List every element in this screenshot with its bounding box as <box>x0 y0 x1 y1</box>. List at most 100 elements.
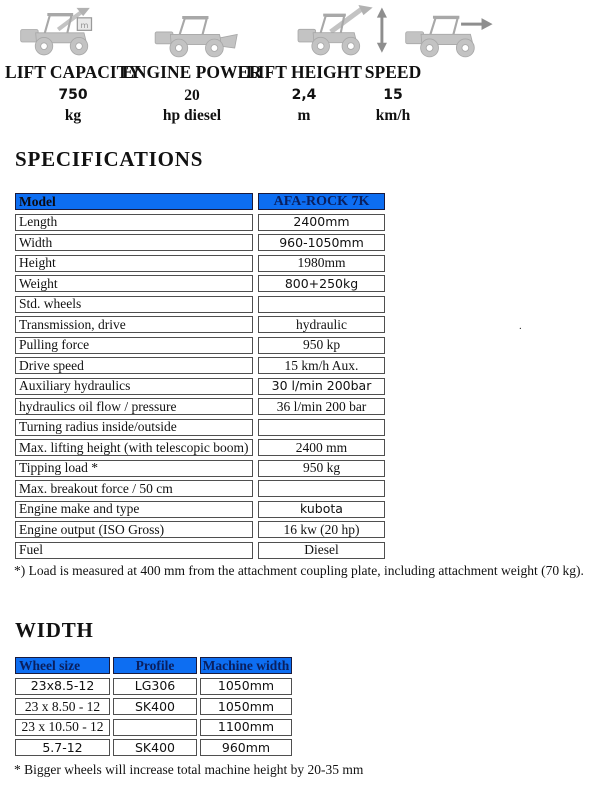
stat-unit: hp diesel <box>162 107 222 124</box>
spec-table-body: Length 2400mm Width 960-1050mm Height 19… <box>15 213 385 559</box>
spec-row: Fuel Diesel <box>15 541 385 559</box>
spec-row-value: 950 kp <box>258 336 385 354</box>
spec-row-value <box>258 295 385 313</box>
spec-header-value-cell: AFA-ROCK 7K <box>258 193 385 210</box>
stray-dot: . <box>519 320 522 332</box>
specifications-table: Model AFA-ROCK 7K Length 2400mm Width 96… <box>15 193 385 562</box>
spec-row-value: hydraulic <box>258 316 385 333</box>
speed-loader-icon <box>403 13 497 64</box>
engine-power-loader-icon <box>152 15 248 64</box>
spec-row-value: 2400 mm <box>258 439 385 456</box>
spec-row-label: Weight <box>15 275 253 292</box>
spec-row: Tipping load * 950 kg <box>15 459 385 477</box>
spec-row-value <box>258 418 385 436</box>
width-table-body: 23x8.5-12 LG306 1050mm 23 x 8.50 - 12 SK… <box>15 677 292 756</box>
lift-height-loader-icon <box>295 5 395 62</box>
stat-label: SPEED <box>364 62 422 82</box>
width-row-profile: LG306 <box>113 677 197 695</box>
width-heading: WIDTH <box>15 618 94 642</box>
spec-row-label: Transmission, drive <box>15 316 253 333</box>
spec-row-label: Height <box>15 254 253 272</box>
spec-row-label: Drive speed <box>15 357 253 374</box>
spec-row-label: hydraulics oil flow / pressure <box>15 398 253 415</box>
spec-footnote: *) Load is measured at 400 mm from the a… <box>14 563 584 578</box>
width-row: 23 x 10.50 - 12 1100mm <box>15 718 292 736</box>
width-footnote: * Bigger wheels will increase total mach… <box>14 762 364 777</box>
stat-label: LIFT CAPACITY <box>5 62 141 82</box>
width-header-wheel-size: Wheel size <box>15 657 110 674</box>
width-row: 23 x 8.50 - 12 SK400 1050mm <box>15 698 292 715</box>
spec-row: Width 960-1050mm <box>15 234 385 251</box>
spec-row-value: 950 kg <box>258 459 385 477</box>
stat-label: LIFT HEIGHT <box>246 62 362 82</box>
spec-row-label: Pulling force <box>15 336 253 354</box>
width-row-wheel-size: 5.7-12 <box>15 739 110 756</box>
stat-value: 2,4 <box>291 87 317 103</box>
stat-label: ENGINE POWER <box>122 62 262 82</box>
width-header-row: Wheel size Profile Machine width <box>15 657 292 674</box>
stat-lift-height: LIFT HEIGHT 2,4 m <box>234 62 374 124</box>
spec-row: Max. lifting height (with telescopic boo… <box>15 439 385 456</box>
width-row-machine-width: 1100mm <box>200 718 292 736</box>
spec-row: Turning radius inside/outside <box>15 418 385 436</box>
spec-row: Max. breakout force / 50 cm <box>15 480 385 497</box>
spec-row: Std. wheels <box>15 295 385 313</box>
spec-row-value: kubota <box>258 500 385 518</box>
specifications-heading: SPECIFICATIONS <box>15 147 204 171</box>
width-row-machine-width: 960mm <box>200 739 292 756</box>
spec-row-value: 800+250kg <box>258 275 385 292</box>
width-row-profile <box>113 718 197 736</box>
spec-row-value: 36 l/min 200 bar <box>258 398 385 415</box>
spec-row-label: Auxiliary hydraulics <box>15 377 253 395</box>
width-row: 5.7-12 SK400 960mm <box>15 739 292 756</box>
width-header-machine-width: Machine width <box>200 657 292 674</box>
width-table: Wheel size Profile Machine width 23x8.5-… <box>15 657 292 760</box>
width-row-machine-width: 1050mm <box>200 698 292 715</box>
spec-header-label-cell: Model <box>15 193 253 210</box>
spec-row-value: 2400mm <box>258 213 385 231</box>
width-header-profile: Profile <box>113 657 197 674</box>
spec-row-label: Max. breakout force / 50 cm <box>15 480 253 497</box>
width-row: 23x8.5-12 LG306 1050mm <box>15 677 292 695</box>
spec-row-label: Width <box>15 234 253 251</box>
spec-row-label: Length <box>15 213 253 231</box>
width-row-profile: SK400 <box>113 698 197 715</box>
spec-row: Weight 800+250kg <box>15 275 385 292</box>
spec-header-row: Model AFA-ROCK 7K <box>15 193 385 210</box>
spec-row: Engine output (ISO Gross) 16 kw (20 hp) <box>15 521 385 538</box>
spec-row-value: 16 kw (20 hp) <box>258 521 385 538</box>
spec-row: Drive speed 15 km/h Aux. <box>15 357 385 374</box>
spec-row-label: Engine make and type <box>15 500 253 518</box>
spec-row: Length 2400mm <box>15 213 385 231</box>
spec-row: Auxiliary hydraulics 30 l/min 200bar <box>15 377 385 395</box>
spec-row-label: Fuel <box>15 541 253 559</box>
spec-row-value: Diesel <box>258 541 385 559</box>
width-row-wheel-size: 23x8.5-12 <box>15 677 110 695</box>
lift-capacity-loader-icon: m <box>18 7 110 62</box>
spec-row-label: Std. wheels <box>15 295 253 313</box>
spec-row-label: Max. lifting height (with telescopic boo… <box>15 439 253 456</box>
spec-row: Transmission, drive hydraulic <box>15 316 385 333</box>
spec-row: Engine make and type kubota <box>15 500 385 518</box>
spec-row-value: 15 km/h Aux. <box>258 357 385 374</box>
svg-text:m: m <box>80 20 88 30</box>
spec-row-label: Turning radius inside/outside <box>15 418 253 436</box>
spec-row-label: Engine output (ISO Gross) <box>15 521 253 538</box>
stat-lift-capacity: LIFT CAPACITY 750 kg <box>3 62 143 124</box>
spec-row-value: 960-1050mm <box>258 234 385 251</box>
spec-row-label: Tipping load * <box>15 459 253 477</box>
spec-row: Pulling force 950 kp <box>15 336 385 354</box>
width-row-machine-width: 1050mm <box>200 677 292 695</box>
spec-row: Height 1980mm <box>15 254 385 272</box>
spec-row: hydraulics oil flow / pressure 36 l/min … <box>15 398 385 415</box>
stat-unit: km/h <box>375 107 411 124</box>
stat-value: 15 <box>383 87 403 103</box>
spec-row-value <box>258 480 385 497</box>
stat-speed: SPEED 15 km/h <box>323 62 463 124</box>
width-row-wheel-size: 23 x 8.50 - 12 <box>15 698 110 715</box>
stat-engine-power: ENGINE POWER 20 hp diesel <box>122 62 262 124</box>
spec-row-value: 30 l/min 200bar <box>258 377 385 395</box>
stat-value: 750 <box>58 87 88 103</box>
spec-row-value: 1980mm <box>258 254 385 272</box>
width-row-wheel-size: 23 x 10.50 - 12 <box>15 718 110 736</box>
